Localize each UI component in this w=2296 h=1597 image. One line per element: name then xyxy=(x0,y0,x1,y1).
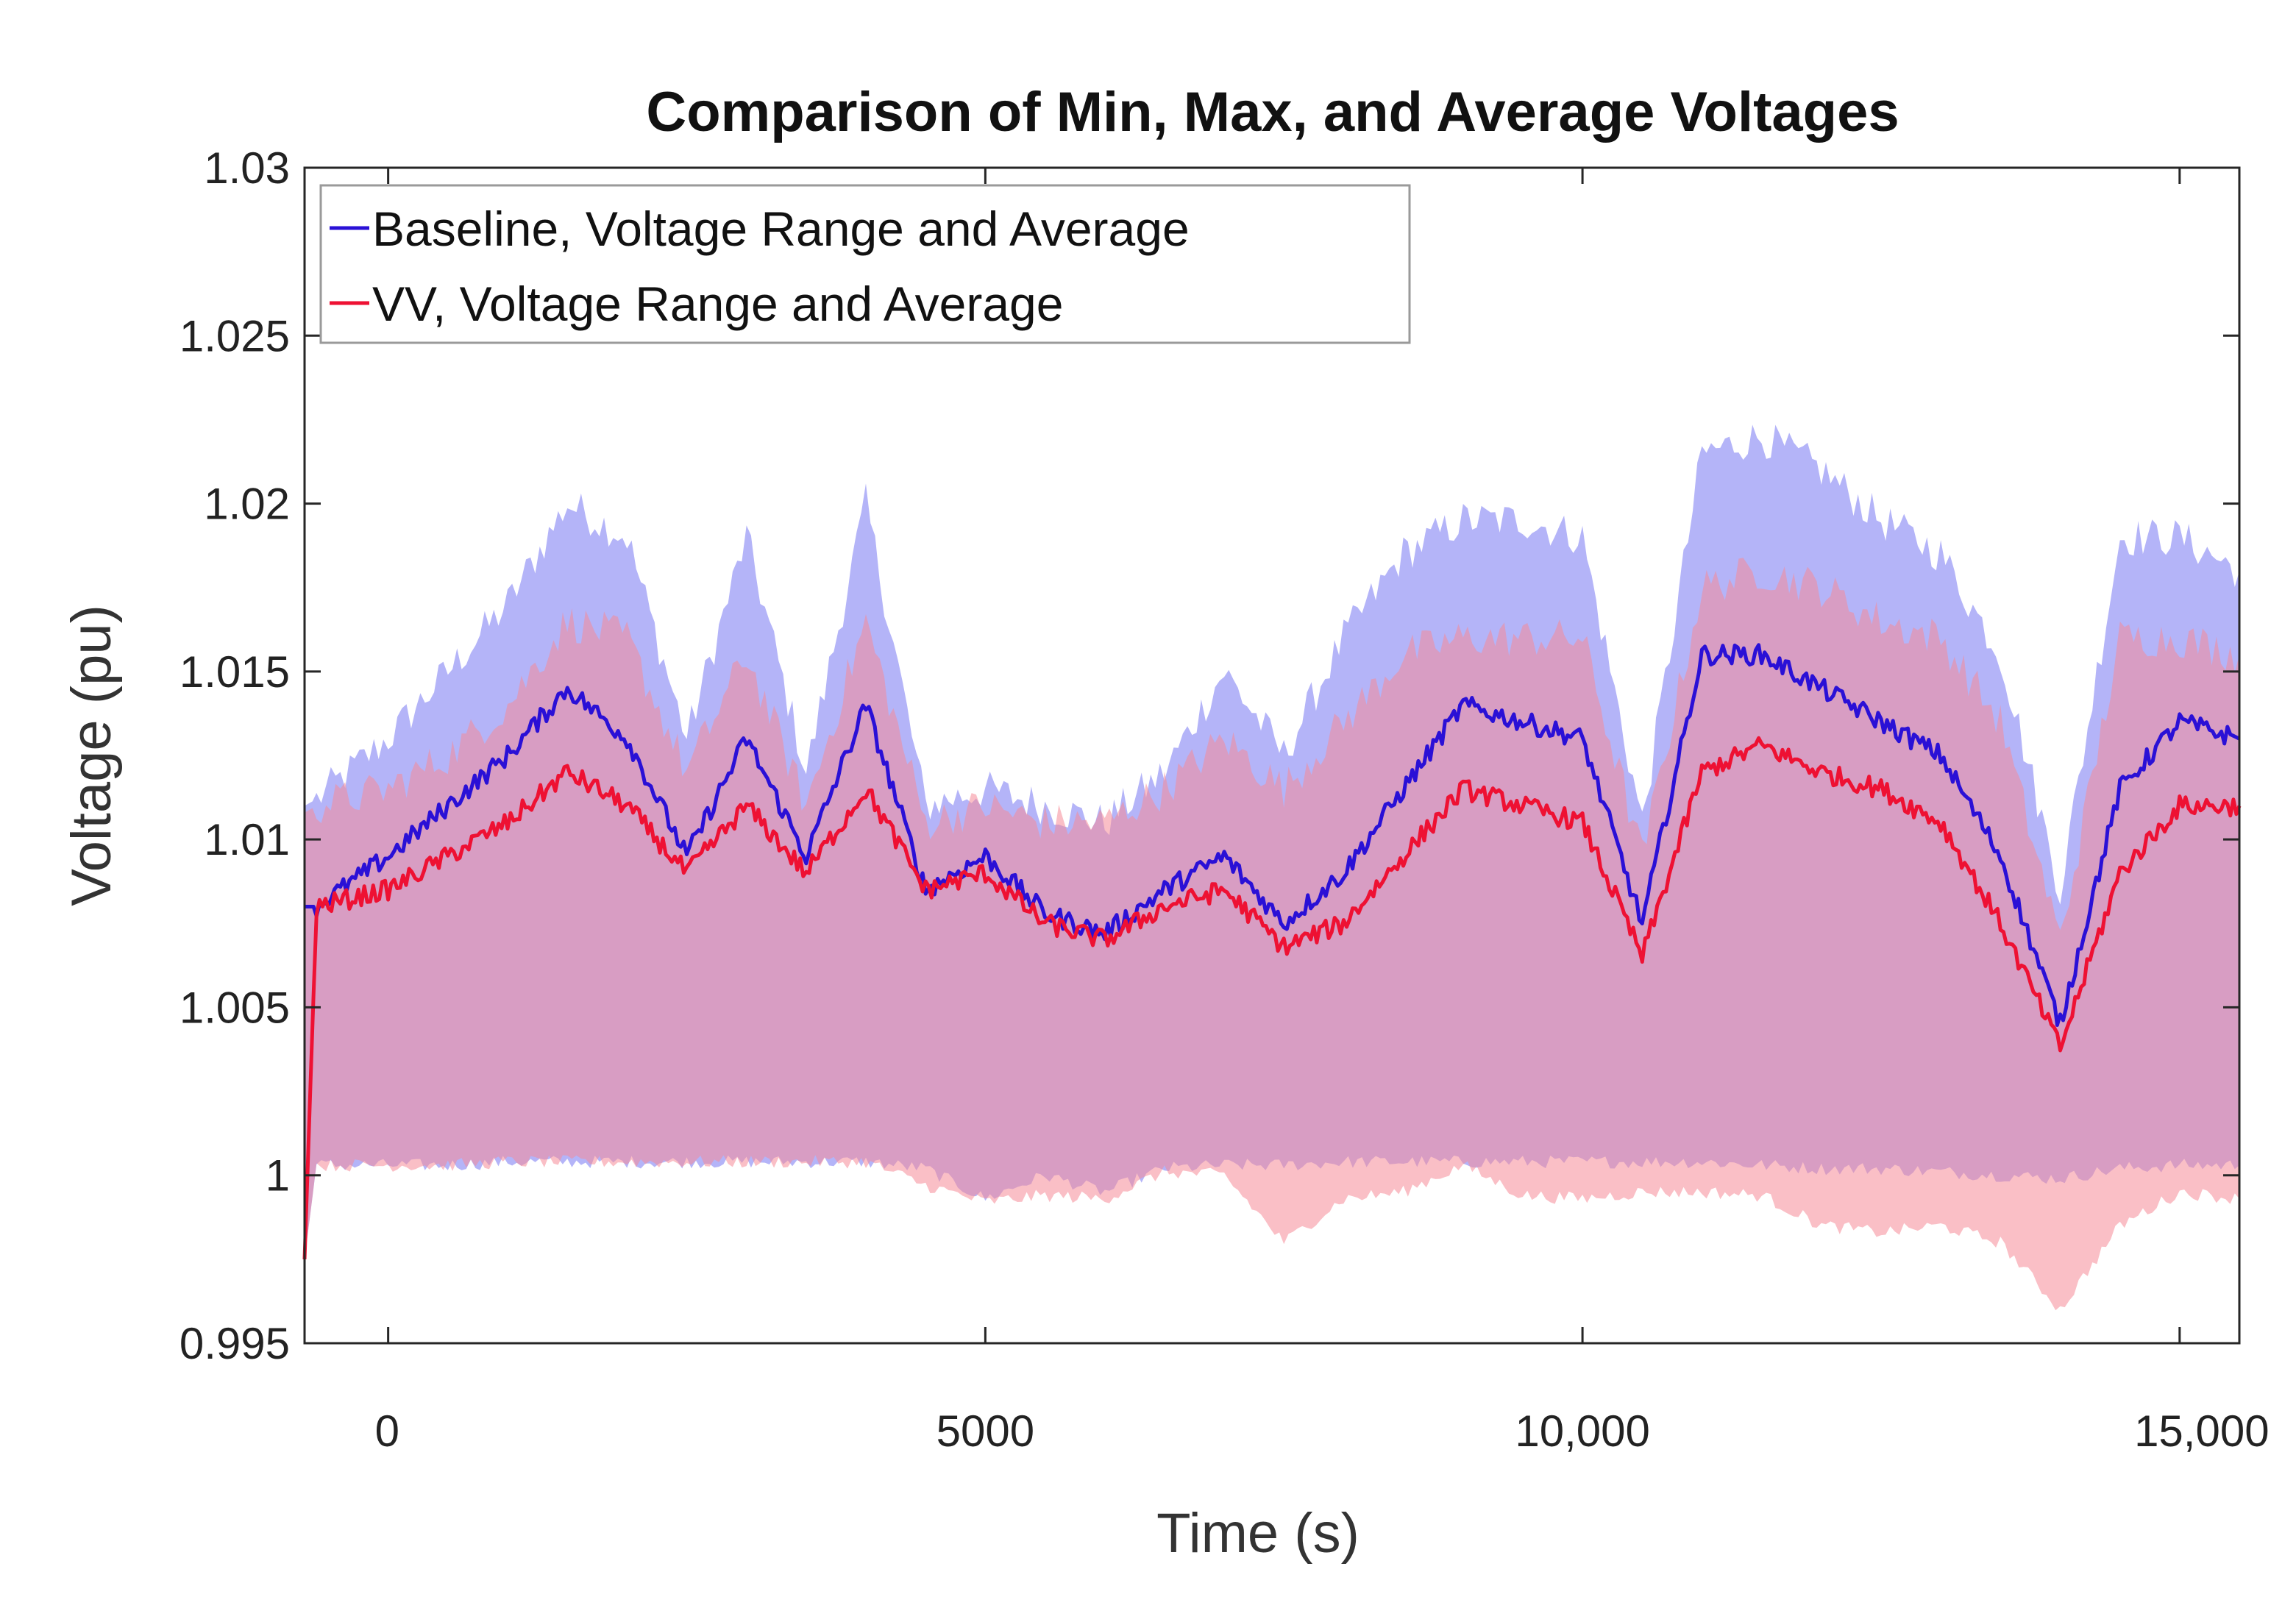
x-tick-label: 5000 xyxy=(936,1406,1034,1456)
y-tick-labels: 0.995 1 1.005 1.01 1.015 1.02 1.025 1.03 xyxy=(180,143,290,1368)
average-line-vv xyxy=(302,736,2242,1259)
legend: Baseline, Voltage Range and Average VV, … xyxy=(319,184,1411,344)
tick-marks xyxy=(305,166,2239,1345)
x-axis-label: Time (s) xyxy=(1156,1502,1360,1565)
y-tick-label: 1.025 xyxy=(180,311,290,360)
y-tick-label: 1.005 xyxy=(180,983,290,1032)
y-tick-label: 1.02 xyxy=(204,480,290,529)
x-tick-label: 10,000 xyxy=(1515,1406,1650,1456)
average-lines xyxy=(302,643,2242,1259)
y-tick-label: 1.015 xyxy=(180,647,290,697)
y-tick-label: 0.995 xyxy=(180,1319,290,1368)
legend-label-baseline: Baseline, Voltage Range and Average xyxy=(372,202,1190,256)
legend-box xyxy=(319,184,1411,344)
y-tick-label: 1 xyxy=(266,1151,290,1201)
legend-label-vv: VV, Voltage Range and Average xyxy=(372,277,1063,331)
y-tick-label: 1.03 xyxy=(204,143,290,193)
average-line-baseline xyxy=(305,643,2241,1027)
chart-title: Comparison of Min, Max, and Average Volt… xyxy=(646,81,1899,143)
axes-box xyxy=(303,166,2241,1345)
y-axis-label: Voltage (pu) xyxy=(60,605,123,906)
x-tick-label: 15,000 xyxy=(2134,1406,2270,1456)
x-tick-label: 0 xyxy=(375,1406,399,1456)
y-tick-label: 1.01 xyxy=(204,815,290,864)
x-tick-labels: 0 5000 10,000 15,000 xyxy=(375,1406,2270,1456)
plot-area xyxy=(302,166,2242,1345)
